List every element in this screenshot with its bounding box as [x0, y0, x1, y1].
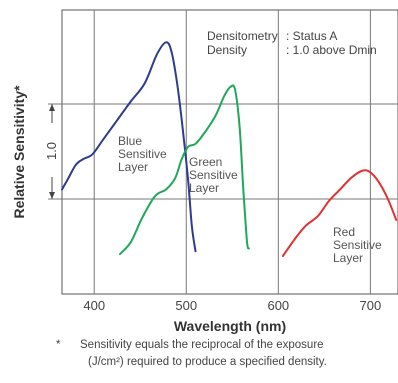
- y-axis-title: Relative Sensitivity*: [11, 85, 27, 219]
- annotation-densitometry-key: Densitometry: [207, 29, 278, 43]
- series-labels: Blue Sensitive Layer Green Sensitive Layer Red…: [118, 134, 382, 265]
- plot-frame: [61, 9, 398, 295]
- x-tick-label: 700: [360, 298, 382, 313]
- scale-bracket: 1.0: [44, 104, 59, 199]
- footnote-line-2: (J/cm²) required to produce a specified …: [88, 356, 327, 368]
- series-curves: [61, 41, 398, 257]
- gridlines: [48, 10, 398, 294]
- footnote-line-1: Sensitivity equals the reciprocal of the…: [80, 339, 324, 351]
- x-tick-label: 500: [175, 298, 197, 313]
- x-axis-title: Wavelength (nm): [174, 318, 286, 334]
- red-layer-curve: [281, 169, 398, 257]
- annotation-density-value: : 1.0 above Dmin: [286, 43, 377, 57]
- annotation-density-key: Density: [207, 43, 247, 57]
- scale-arrow-up: [49, 104, 55, 111]
- green-layer-curve: [119, 84, 250, 256]
- blue-layer-curve: [61, 41, 197, 253]
- red-layer-label: Red Sensitive Layer: [333, 225, 382, 265]
- footnote-marker: *: [56, 339, 61, 351]
- x-tick-label: 400: [83, 298, 105, 313]
- scale-marker-label: 1.0: [44, 142, 59, 160]
- x-tick-label: 600: [267, 298, 289, 313]
- annotation-densitometry-value: : Status A: [286, 29, 337, 43]
- scale-arrow-down: [49, 192, 55, 199]
- x-tick-labels: 400 500 600 700: [83, 298, 381, 313]
- green-layer-label: Green Sensitive Layer: [189, 155, 238, 195]
- blue-layer-label: Blue Sensitive Layer: [118, 134, 167, 174]
